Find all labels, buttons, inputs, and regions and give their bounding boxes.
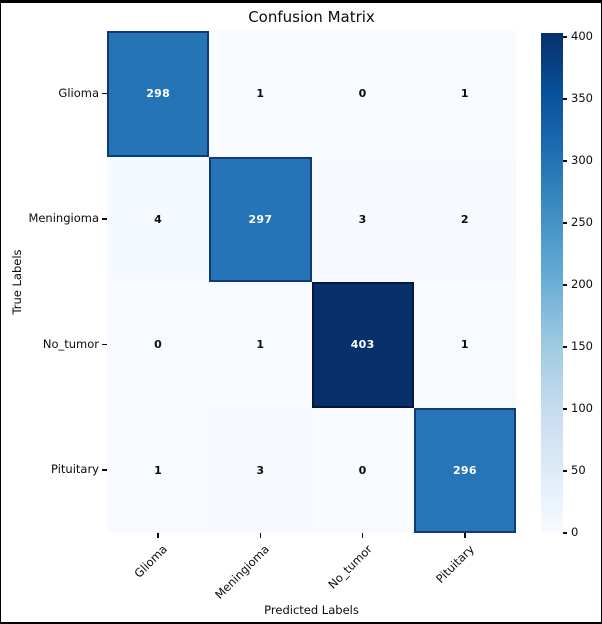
heatmap-cell-No_tumor-Glioma: 0 — [107, 282, 210, 408]
heatmap-cell-Glioma-Meningioma: 1 — [209, 31, 312, 157]
colorbar-tick-mark — [563, 532, 567, 534]
xtick-mark — [259, 533, 262, 538]
colorbar-tick-label-150: 150 — [571, 338, 593, 353]
colorbar-tick-label-50: 50 — [571, 462, 586, 477]
heatmap-grid: 298 1 0 1 4 297 3 2 0 1 403 1 1 3 0 296 — [107, 31, 516, 533]
heatmap-cell-Pituitary-No_tumor: 0 — [311, 407, 414, 533]
heatmap-cell-Meningioma-Meningioma: 297 — [209, 156, 312, 282]
ytick-label-Meningioma: Meningioma — [28, 211, 99, 226]
colorbar-tick-mark — [563, 346, 567, 348]
ytick-label-No_tumor: No_tumor — [42, 336, 99, 351]
heatmap-cell-Glioma-Pituitary: 1 — [413, 31, 516, 157]
xtick-mark — [361, 533, 364, 538]
heatmap-cell-Glioma-Glioma: 298 — [107, 31, 210, 157]
xtick-mark — [464, 533, 466, 538]
colorbar-tick-mark — [563, 97, 567, 100]
colorbar-tick-mark — [563, 159, 567, 162]
colorbar-tick-label-250: 250 — [571, 214, 593, 229]
ytick-label-Pituitary: Pituitary — [51, 462, 99, 477]
heatmap-cell-Meningioma-No_tumor: 3 — [311, 156, 414, 282]
colorbar-tick-label-0: 0 — [571, 525, 579, 539]
chart-title: Confusion Matrix — [248, 8, 375, 26]
ytick-mark — [102, 343, 107, 346]
heatmap-cell-Meningioma-Pituitary: 2 — [413, 156, 516, 282]
colorbar-tick-mark — [563, 284, 567, 286]
colorbar-tick-mark — [563, 470, 567, 472]
heatmap-cell-No_tumor-No_tumor: 403 — [311, 282, 414, 408]
colorbar-tick-label-100: 100 — [571, 400, 593, 415]
colorbar-tick-label-350: 350 — [571, 90, 593, 105]
colorbar-tick-label-400: 400 — [571, 28, 593, 43]
ytick-mark — [102, 92, 107, 95]
heatmap-cell-No_tumor-Meningioma: 1 — [209, 282, 312, 408]
colorbar-tick-mark — [563, 408, 567, 410]
ytick-mark — [102, 469, 107, 471]
y-axis-label: True Labels — [10, 249, 24, 315]
heatmap-cell-Pituitary-Glioma: 1 — [107, 407, 210, 533]
colorbar — [541, 33, 563, 533]
colorbar-tick-label-300: 300 — [571, 152, 593, 167]
heatmap-cell-Pituitary-Meningioma: 3 — [209, 407, 312, 533]
colorbar-tick-mark — [563, 222, 567, 224]
xtick-mark — [157, 533, 159, 538]
heatmap-cell-Pituitary-Pituitary: 296 — [413, 407, 516, 533]
heatmap-cell-Glioma-No_tumor: 0 — [311, 31, 414, 157]
heatmap-cell-Meningioma-Glioma: 4 — [107, 156, 210, 282]
ytick-label-Glioma: Glioma — [58, 85, 99, 100]
x-axis-label: Predicted Labels — [264, 603, 359, 617]
colorbar-tick-mark — [563, 35, 567, 38]
heatmap-cell-No_tumor-Pituitary: 1 — [413, 282, 516, 408]
ytick-mark — [102, 218, 107, 220]
colorbar-tick-label-200: 200 — [571, 276, 593, 291]
